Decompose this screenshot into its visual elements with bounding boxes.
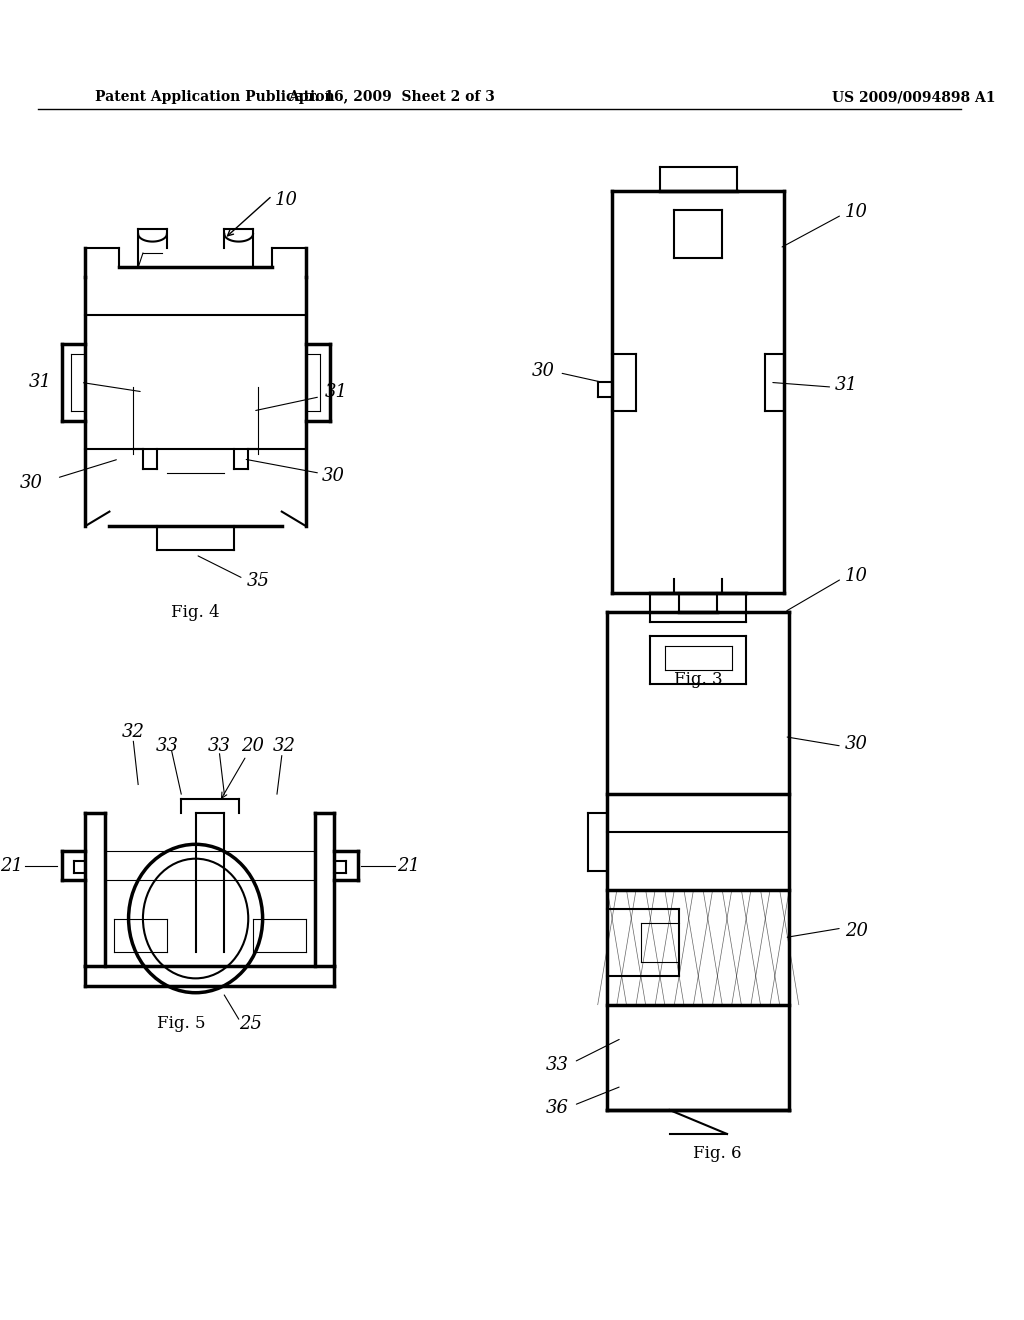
Text: 30: 30: [19, 474, 42, 492]
Text: 10: 10: [275, 191, 298, 210]
Text: 30: 30: [322, 467, 345, 486]
Text: 31: 31: [836, 376, 858, 395]
Text: Fig. 5: Fig. 5: [157, 1015, 206, 1032]
Text: Fig. 6: Fig. 6: [693, 1144, 741, 1162]
Text: 20: 20: [845, 921, 867, 940]
Text: 31: 31: [29, 374, 52, 391]
Text: Fig. 4: Fig. 4: [171, 603, 220, 620]
Text: 20: 20: [242, 737, 264, 755]
Text: 32: 32: [273, 737, 296, 755]
Text: Fig. 3: Fig. 3: [674, 671, 723, 688]
Text: 33: 33: [156, 737, 178, 755]
Text: 25: 25: [239, 1015, 262, 1032]
Text: 30: 30: [531, 362, 555, 380]
Text: 32: 32: [122, 723, 144, 741]
Text: 10: 10: [845, 203, 867, 220]
Text: 33: 33: [208, 737, 231, 755]
Text: 10: 10: [845, 566, 867, 585]
Text: Patent Application Publication: Patent Application Publication: [95, 90, 335, 104]
Text: 33: 33: [546, 1056, 569, 1074]
Text: 31: 31: [325, 383, 348, 401]
Text: 21: 21: [396, 857, 420, 875]
Text: Apr. 16, 2009  Sheet 2 of 3: Apr. 16, 2009 Sheet 2 of 3: [289, 90, 496, 104]
Text: 36: 36: [546, 1100, 569, 1117]
Text: 21: 21: [0, 857, 24, 875]
Text: US 2009/0094898 A1: US 2009/0094898 A1: [833, 90, 995, 104]
Text: 30: 30: [845, 735, 867, 754]
Text: 35: 35: [247, 573, 269, 590]
